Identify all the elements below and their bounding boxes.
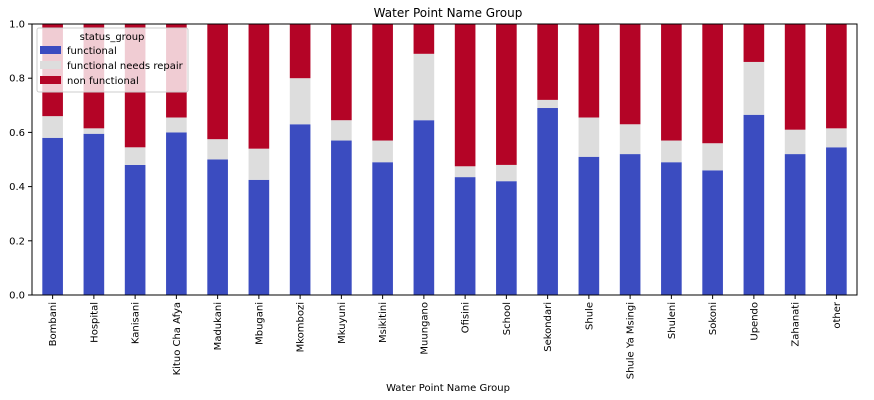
bar-mkuyuni-series-1 (331, 120, 352, 141)
x-tick-label: Shuleni (667, 302, 678, 339)
legend-swatch (40, 46, 61, 54)
x-tick-label: School (502, 302, 513, 335)
bar-muungano-series-0 (413, 120, 435, 295)
bar-sekondari-series-0 (537, 108, 558, 295)
bar-hospital-series-1 (83, 128, 105, 134)
x-tick-label: Upendo (749, 302, 760, 341)
x-tick-label: Mbugani (254, 302, 265, 345)
bar-shule-ya-msingi-series-2 (619, 24, 641, 125)
y-tick-label: 0.0 (9, 291, 25, 302)
bar-shuleni-series-2 (661, 24, 682, 141)
bar-hospital-series-0 (83, 133, 105, 295)
x-tick-label: Ofisini (461, 302, 472, 333)
bar-bombani-series-1 (42, 116, 63, 138)
bar-zahanati-series-0 (784, 154, 806, 295)
y-axis-ticks: 0.0 0.2 0.4 0.6 0.8 1.0 (9, 20, 32, 302)
bar-kituo-cha-afya-series-0 (166, 132, 187, 295)
bar-upendo-series-0 (743, 114, 765, 295)
legend-swatch (40, 61, 61, 69)
x-tick-label: Hospital (89, 302, 100, 343)
legend-swatch (40, 76, 61, 84)
x-tick-label: Muungano (419, 302, 430, 355)
x-tick-label: Shule (584, 302, 595, 330)
legend-label: functional needs repair (67, 61, 184, 72)
legend-label: functional (67, 46, 117, 57)
bar-ofisini-series-2 (454, 24, 476, 167)
bar-muungano-series-1 (413, 53, 435, 121)
bar-shule-series-1 (578, 117, 600, 157)
bar-ofisini-series-1 (454, 166, 476, 178)
x-axis-label: Water Point Name Group (386, 383, 510, 394)
bar-shule-ya-msingi-series-0 (619, 154, 641, 295)
x-tick-label: Msikitini (378, 302, 389, 343)
bar-other-series-0 (826, 147, 847, 295)
bar-shuleni-series-0 (661, 162, 682, 295)
bar-sekondari-series-1 (537, 99, 558, 109)
bar-mkuyuni-series-0 (331, 140, 352, 295)
x-tick-label: Bombani (48, 302, 59, 346)
bar-upendo-series-1 (743, 61, 765, 115)
bar-msikitini-series-1 (372, 140, 393, 163)
bar-mbugani-series-2 (248, 24, 270, 149)
bar-bombani-series-0 (42, 137, 63, 295)
plot-frame (31, 23, 858, 296)
chart-title: Water Point Name Group (374, 6, 523, 20)
legend-items: functional functional needs repair non fun… (40, 46, 184, 87)
bar-madukani-series-2 (207, 24, 228, 140)
y-tick-label: 0.2 (9, 236, 25, 247)
bar-shule-series-0 (578, 156, 600, 295)
x-tick-label: Shule Ya Msingi (626, 302, 637, 379)
x-tick-label: Kanisani (131, 302, 142, 344)
bar-sekondari-series-2 (537, 24, 558, 100)
bar-sokoni-series-1 (702, 143, 723, 171)
bar-kituo-cha-afya-series-1 (166, 117, 187, 133)
bar-kanisani-series-0 (124, 164, 146, 295)
y-tick-label: 1.0 (9, 20, 25, 31)
legend: status_group functional functional needs … (36, 27, 189, 93)
bar-school-series-1 (496, 164, 517, 182)
x-tick-label: Zahanati (791, 302, 802, 347)
bar-other-series-1 (826, 128, 847, 148)
bar-madukani-series-0 (207, 159, 228, 295)
x-tick-label: other (832, 301, 843, 329)
bar-ofisini-series-0 (454, 177, 476, 295)
x-tick-label: Mkombozi (296, 302, 307, 352)
bar-sokoni-series-2 (702, 24, 723, 144)
bar-msikitini-series-2 (372, 24, 393, 141)
bar-mbugani-series-1 (248, 148, 270, 180)
bar-zahanati-series-1 (784, 129, 806, 155)
bar-muungano-series-2 (413, 24, 435, 54)
bar-mkombozi-series-2 (289, 24, 311, 79)
bar-school-series-2 (496, 24, 517, 165)
bar-upendo-series-2 (743, 24, 765, 62)
bar-other-series-2 (826, 24, 847, 129)
bar-madukani-series-1 (207, 139, 228, 160)
legend-frame (36, 27, 189, 93)
bar-kanisani-series-1 (124, 147, 146, 165)
bar-mbugani-series-0 (248, 179, 270, 295)
bar-mkombozi-series-0 (289, 124, 311, 296)
x-tick-label: Mkuyuni (337, 302, 348, 344)
y-tick-label: 0.6 (9, 128, 25, 139)
bar-school-series-0 (496, 181, 517, 295)
x-tick-label: Madukani (213, 302, 224, 350)
bar-mkuyuni-series-2 (331, 24, 352, 121)
bar-shuleni-series-1 (661, 140, 682, 163)
x-tick-label: Kituo Cha Afya (172, 302, 183, 375)
bar-zahanati-series-2 (784, 24, 806, 130)
bar-msikitini-series-0 (372, 162, 393, 295)
legend-label: non functional (67, 76, 139, 87)
bar-sokoni-series-0 (702, 170, 723, 295)
x-tick-label: Sekondari (543, 302, 554, 352)
y-tick-label: 0.4 (9, 182, 25, 193)
x-tick-label: Sokoni (708, 302, 719, 335)
legend-title: status_group (80, 32, 145, 43)
bar-mkombozi-series-1 (289, 78, 311, 125)
bar-shule-ya-msingi-series-1 (619, 124, 641, 155)
x-axis-ticks: Bombani Hospital Kanisani Kituo Cha Afya Mad… (48, 295, 843, 379)
y-tick-label: 0.8 (9, 74, 25, 85)
bar-shule-series-2 (578, 24, 600, 118)
